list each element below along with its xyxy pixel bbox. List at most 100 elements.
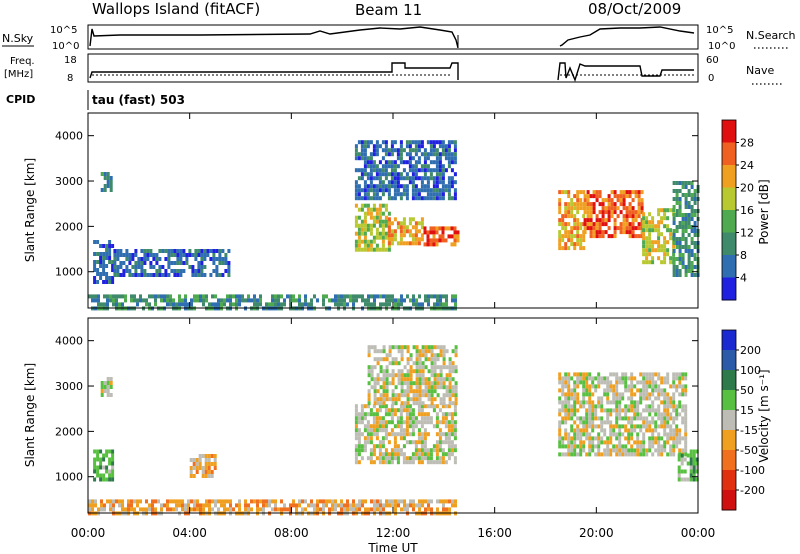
data-cell [588,400,592,405]
data-cell [648,408,652,413]
data-cell [108,469,112,474]
data-cell [417,452,421,457]
data-cell [409,389,413,394]
data-cell [651,404,655,409]
data-cell [378,180,382,185]
data-cell [634,218,638,223]
data-cell [224,261,228,265]
data-cell [259,298,262,303]
data-cell [108,256,112,260]
data-cell [363,247,367,252]
data-cell [447,148,451,153]
data-cell [444,452,448,457]
data-cell [376,397,380,402]
data-cell [633,408,637,413]
data-cell [648,384,652,389]
data-cell [651,240,655,245]
data-cell [619,194,623,199]
data-cell [436,377,440,382]
data-cell [372,412,376,417]
data-cell [414,221,418,226]
data-cell [402,217,406,222]
velocity-colorbar-label: Velocity [m s⁻¹] [757,369,771,462]
data-cell [660,452,664,457]
data-cell [606,412,610,417]
data-cell [203,249,207,253]
data-cell [363,239,367,244]
data-cell [387,188,391,193]
data-cell [609,440,613,445]
data-cell [648,252,652,257]
data-cell [442,503,445,508]
data-cell [155,253,159,257]
data-cell [453,226,457,231]
data-cell [148,507,151,512]
data-cell [435,152,439,157]
data-cell [322,302,325,307]
data-cell [221,257,225,261]
data-cell [663,392,667,397]
data-cell [435,432,439,437]
data-cell [423,164,427,169]
data-cell [447,404,451,409]
data-cell [695,457,699,462]
data-cell [598,222,602,227]
data-cell [561,190,565,195]
data-cell [408,432,412,437]
data-cell [313,507,316,512]
data-cell [573,194,577,199]
data-cell [420,188,424,193]
data-cell [408,424,412,429]
data-cell [451,393,455,398]
data-cell [631,222,635,227]
data-cell [298,302,301,307]
data-cell [651,392,655,397]
data-cell [448,507,451,512]
data-cell [630,384,634,389]
data-cell [399,152,403,157]
data-cell [354,412,358,417]
data-cell [385,503,388,508]
data-cell [405,144,409,149]
data-cell [582,424,586,429]
data-cell [645,448,649,453]
data-cell [606,384,610,389]
data-cell [433,389,437,394]
data-cell [429,140,433,145]
data-cell [169,507,172,512]
data-cell [441,196,445,201]
data-cell [137,261,141,265]
data-cell [657,372,661,377]
data-cell [155,257,159,261]
data-cell [564,190,568,195]
data-cell [692,469,696,474]
data-cell [108,477,112,482]
data-cell [435,456,439,461]
colorbar-swatch [722,277,736,301]
data-cell [609,412,613,417]
data-cell [445,373,449,378]
data-cell [369,424,373,429]
data-cell [149,273,153,277]
data-cell [411,424,415,429]
data-cell [211,302,214,307]
x-tick-label: 00:00 [681,526,716,540]
data-cell [441,440,445,445]
data-cell [393,233,397,238]
data-cell [411,432,415,437]
data-cell [454,385,458,390]
data-cell [627,432,631,437]
data-cell [376,373,380,378]
data-cell [366,172,370,177]
data-cell [628,222,632,227]
data-cell [615,420,619,425]
data-cell [592,230,596,235]
data-cell [690,217,694,221]
data-cell [447,144,451,149]
data-cell [149,253,153,257]
data-cell [660,208,664,213]
data-cell [375,164,379,169]
data-cell [570,242,574,247]
data-cell [372,164,376,169]
